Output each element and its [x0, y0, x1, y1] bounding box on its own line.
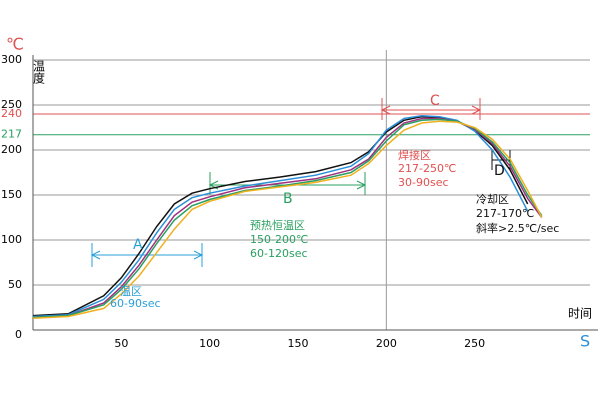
series-line: [32, 120, 543, 320]
series-line: [32, 117, 543, 319]
reference-label: 217: [1, 128, 22, 141]
x-unit: S: [580, 332, 590, 351]
series-line: [32, 115, 529, 317]
x-tick-label: 150: [288, 337, 309, 350]
y-tick-label: 50: [8, 278, 22, 291]
y-tick-label: 200: [1, 143, 22, 156]
x-tick-label: 250: [464, 337, 485, 350]
arrow-c: [380, 98, 482, 120]
annotation-text: 150-200℃: [250, 233, 308, 246]
y-tick-label: 250: [1, 98, 22, 111]
y-tick-label: 100: [1, 233, 22, 246]
y-tick-label: 150: [1, 188, 22, 201]
x-tick-label: 100: [199, 337, 220, 350]
y-unit: ℃: [6, 35, 24, 54]
annotation-text: 60-120sec: [250, 247, 308, 260]
annotation-text: 冷却区: [476, 193, 509, 206]
annotation-text: 预热恒温区: [250, 219, 305, 232]
x-label: 时间: [568, 307, 592, 321]
annotation-letter: B: [283, 191, 293, 207]
annotation-text: 217-250℃: [398, 162, 456, 175]
annotation-letter: D: [494, 163, 505, 179]
x-tick-label: 200: [376, 337, 397, 350]
y-tick-label: 300: [1, 53, 22, 66]
annotation-letter: C: [430, 93, 440, 109]
annotation-text: 60-90sec: [110, 297, 161, 310]
annotation-text: 217-170℃: [476, 207, 534, 220]
annotation-text: 30-90sec: [398, 176, 449, 189]
annotation-text: 温区: [120, 285, 142, 298]
annotation-letter: A: [133, 237, 143, 253]
annotation-text: 焊接区: [398, 148, 431, 162]
series-line: [32, 115, 529, 318]
series-line: [32, 118, 543, 319]
reference-label: 240: [1, 107, 22, 120]
y-tick-label: 0: [15, 328, 22, 341]
x-tick-label: 50: [114, 337, 128, 350]
annotation-text: 斜率>2.5℃/sec: [476, 221, 559, 235]
y-label: 温度: [32, 60, 46, 84]
